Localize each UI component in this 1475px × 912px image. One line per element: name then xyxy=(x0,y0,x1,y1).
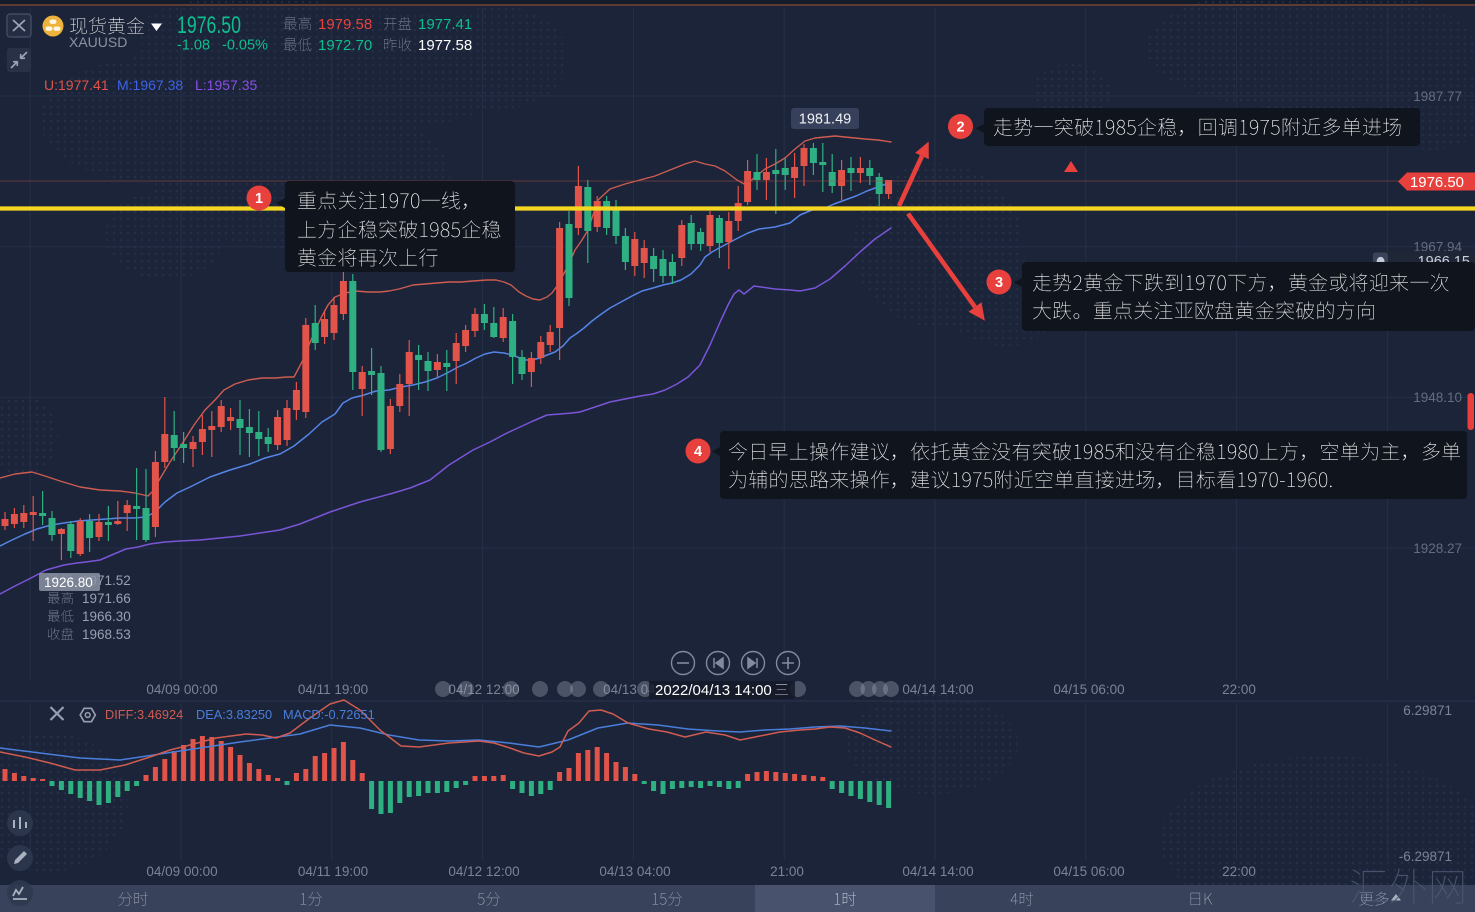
svg-text:04/11 19:00: 04/11 19:00 xyxy=(298,682,368,697)
svg-text:1: 1 xyxy=(255,191,263,207)
svg-text:6.29871: 6.29871 xyxy=(1403,703,1452,718)
svg-text:DEA:3.83250: DEA:3.83250 xyxy=(196,707,272,722)
svg-text:1948.10: 1948.10 xyxy=(1413,390,1462,405)
svg-text:1971.66: 1971.66 xyxy=(82,591,131,606)
svg-text:04/14 14:00: 04/14 14:00 xyxy=(902,864,973,879)
svg-text:MACD:-0.72651: MACD:-0.72651 xyxy=(283,707,375,722)
svg-text:3: 3 xyxy=(995,275,1003,291)
svg-text:04/09 00:00: 04/09 00:00 xyxy=(146,682,217,697)
svg-text:1977.41: 1977.41 xyxy=(418,16,472,33)
svg-text:DIFF:3.46924: DIFF:3.46924 xyxy=(105,707,183,722)
svg-text:1972.70: 1972.70 xyxy=(318,37,372,54)
svg-text:1968.53: 1968.53 xyxy=(82,627,131,642)
svg-text:-0.05%: -0.05% xyxy=(222,38,268,54)
svg-text:04/12 12:00: 04/12 12:00 xyxy=(448,682,519,697)
svg-text:04/09 00:00: 04/09 00:00 xyxy=(146,864,217,879)
svg-text:U:1977.41: U:1977.41 xyxy=(44,77,109,93)
svg-text:1966.30: 1966.30 xyxy=(82,609,131,624)
svg-text:1981.49: 1981.49 xyxy=(799,112,851,128)
svg-text:-1.08: -1.08 xyxy=(177,38,210,54)
svg-text:1977.58: 1977.58 xyxy=(418,37,472,54)
svg-text:L:1957.35: L:1957.35 xyxy=(195,77,257,93)
svg-text:4: 4 xyxy=(694,444,702,460)
svg-text:M:1967.38: M:1967.38 xyxy=(117,77,183,93)
svg-text:-6.29871: -6.29871 xyxy=(1399,849,1452,864)
svg-text:21:00: 21:00 xyxy=(770,864,804,879)
svg-text:XAUUSD: XAUUSD xyxy=(69,34,127,50)
svg-text:04/15 06:00: 04/15 06:00 xyxy=(1053,864,1124,879)
svg-text:22:00: 22:00 xyxy=(1222,864,1256,879)
svg-text:04/12 12:00: 04/12 12:00 xyxy=(448,864,519,879)
svg-text:1967.94: 1967.94 xyxy=(1413,240,1462,255)
svg-text:1926.80: 1926.80 xyxy=(44,575,93,590)
svg-text:2: 2 xyxy=(956,120,964,136)
svg-text:04/14 14:00: 04/14 14:00 xyxy=(902,682,973,697)
svg-text:04/15 06:00: 04/15 06:00 xyxy=(1053,682,1124,697)
svg-text:2022/04/13 14:00: 2022/04/13 14:00 xyxy=(655,682,772,699)
svg-text:1976.50: 1976.50 xyxy=(177,12,241,39)
svg-text:1928.27: 1928.27 xyxy=(1413,541,1462,556)
svg-text:1979.58: 1979.58 xyxy=(318,16,372,33)
svg-text:1987.77: 1987.77 xyxy=(1413,89,1462,104)
svg-text:1976.50: 1976.50 xyxy=(1410,174,1464,191)
svg-text:22:00: 22:00 xyxy=(1222,682,1256,697)
svg-text:04/11 19:00: 04/11 19:00 xyxy=(298,864,368,879)
svg-text:04/13 04:00: 04/13 04:00 xyxy=(599,864,670,879)
